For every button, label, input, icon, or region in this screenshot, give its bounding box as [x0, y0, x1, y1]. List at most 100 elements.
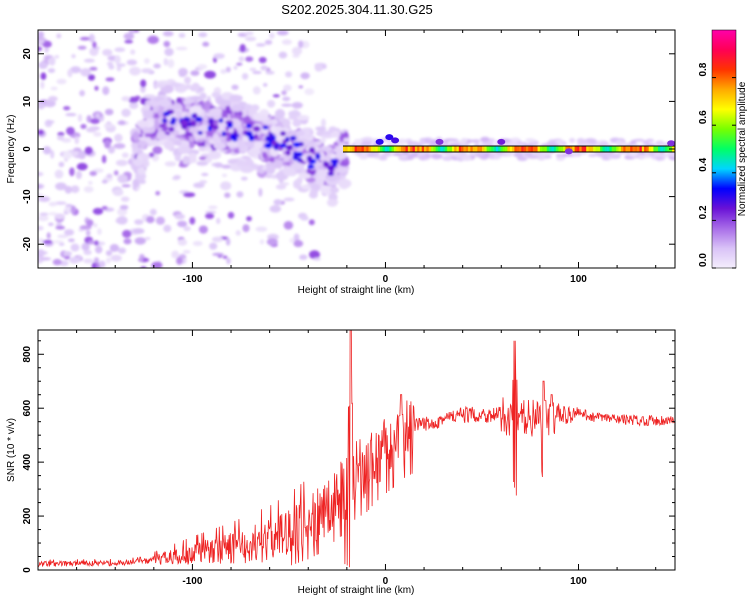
- heatmap-cell: [64, 229, 75, 236]
- ridge-segment: [609, 146, 612, 152]
- heatmap-cell: [198, 32, 208, 38]
- heatmap-cell: [291, 162, 306, 170]
- heatmap-cell: [44, 47, 50, 53]
- heatmap-cell: [320, 134, 334, 139]
- heatmap-cell: [229, 94, 242, 102]
- heatmap-cell: [197, 130, 203, 135]
- ridge-segment: [463, 146, 466, 152]
- heatmap-cell: [298, 40, 304, 49]
- colorbar-label: Normalized spectral amplitude: [737, 81, 748, 216]
- heatmap-cell: [129, 101, 139, 110]
- heatmap-cell: [283, 167, 296, 176]
- ridge-segment: [491, 146, 494, 152]
- heatmap-cell: [92, 41, 97, 49]
- heatmap-cell: [435, 138, 444, 145]
- heatmap-cell: [212, 133, 220, 144]
- heatmap-cell: [182, 100, 192, 105]
- heatmap-cell: [243, 115, 251, 124]
- heatmap-cell: [314, 140, 323, 146]
- heatmap-cell: [132, 131, 140, 142]
- heatmap-cell: [353, 138, 364, 143]
- colorbar-frame: [711, 29, 737, 269]
- ridge-segment: [387, 146, 390, 152]
- heatmap-cell: [265, 165, 276, 175]
- heatmap-cell: [335, 151, 347, 160]
- heatmap-cell: [483, 152, 491, 156]
- heatmap-cell: [201, 172, 209, 177]
- heatmap-cell: [162, 111, 171, 117]
- heatmap-cell: [669, 151, 675, 158]
- ridge-segment: [349, 146, 353, 152]
- ridge-segment: [551, 146, 555, 152]
- heatmap-cell: [174, 153, 182, 162]
- heatmap-cell: [430, 153, 443, 160]
- heatmap-cell: [83, 186, 94, 193]
- heatmap-cell: [40, 81, 45, 89]
- heatmap-cell: [80, 68, 92, 77]
- heatmap-cell: [279, 143, 287, 148]
- heatmap-cell: [253, 125, 261, 132]
- heatmap-cell: [177, 220, 188, 228]
- heatmap-cell: [48, 96, 58, 102]
- heatmap-cell: [220, 181, 232, 191]
- heatmap-cell: [300, 215, 309, 221]
- heatmap-cell: [114, 55, 121, 65]
- ridge-segment: [602, 146, 605, 152]
- heatmap-cell: [208, 118, 214, 125]
- heatmap-cell: [204, 70, 216, 79]
- heatmap-cell: [138, 257, 144, 262]
- ridge-segment: [528, 146, 531, 152]
- heatmap-cell: [38, 171, 44, 177]
- ridge-segment: [588, 146, 592, 152]
- ridge-segment: [627, 146, 631, 152]
- ridge-segment: [530, 146, 534, 152]
- heatmap-cell: [163, 140, 175, 150]
- heatmap-cell: [308, 147, 316, 153]
- x-tick-label: 100: [570, 576, 587, 587]
- heatmap-cell: [231, 104, 243, 112]
- ridge-segment: [486, 146, 490, 152]
- heatmap-cell: [488, 138, 495, 143]
- heatmap-cell: [236, 62, 243, 66]
- heatmap-cell: [38, 40, 45, 44]
- ridge-segment: [368, 146, 372, 152]
- heatmap-cell: [246, 216, 252, 222]
- ridge-segment: [444, 146, 448, 152]
- heatmap-cell: [281, 39, 292, 45]
- heatmap-cell: [70, 185, 80, 194]
- heatmap-cell: [142, 127, 151, 134]
- heatmap-cell: [523, 152, 533, 156]
- heatmap-cell: [513, 152, 524, 158]
- heatmap-cell: [208, 205, 218, 210]
- ridge-segment: [505, 146, 508, 152]
- heatmap-cell: [218, 118, 224, 123]
- heatmap-cell: [248, 134, 255, 142]
- heatmap-cell: [510, 137, 521, 142]
- heatmap-cell: [173, 141, 182, 146]
- heatmap-cell: [292, 142, 300, 148]
- heatmap-cell: [283, 84, 292, 92]
- heatmap-cell: [95, 245, 103, 254]
- heatmap-cell: [163, 58, 168, 66]
- heatmap-cell: [129, 66, 141, 76]
- heatmap-cell: [81, 242, 90, 251]
- heatmap-cell: [93, 223, 98, 228]
- heatmap-cell: [281, 118, 291, 128]
- ridge-segment: [468, 146, 471, 152]
- ridge-segment: [391, 146, 395, 152]
- ridge-segment: [509, 146, 513, 152]
- heatmap-cell: [38, 196, 51, 202]
- ridge-segment: [614, 146, 617, 152]
- heatmap-cell: [240, 176, 248, 181]
- heatmap-cell: [85, 230, 91, 236]
- heatmap-cell: [480, 136, 490, 143]
- heatmap-cell: [555, 139, 565, 143]
- heatmap-cell: [183, 226, 191, 232]
- heatmap-cell: [116, 65, 122, 72]
- heatmap-cell: [451, 152, 462, 158]
- heatmap-cell: [212, 252, 224, 257]
- heatmap-cell: [252, 70, 262, 75]
- y-tick-label: -20: [22, 237, 33, 252]
- ridge-segment: [382, 146, 385, 152]
- heatmap-cell: [64, 185, 72, 194]
